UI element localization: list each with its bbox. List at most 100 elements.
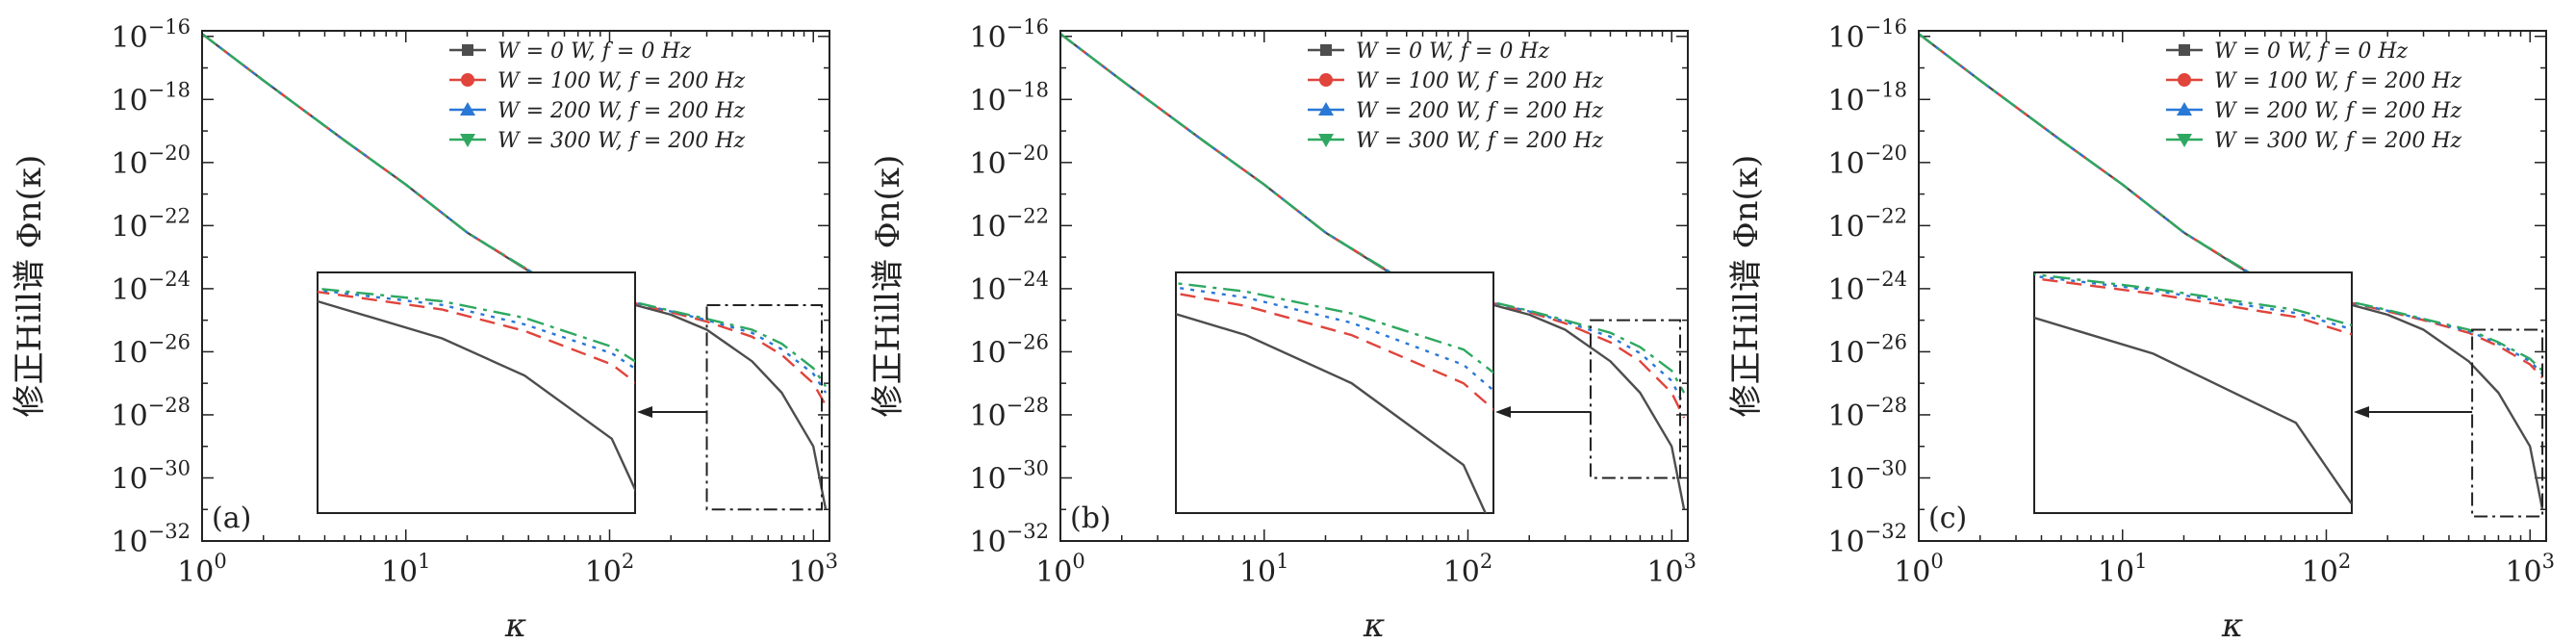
y-tick-label: 10−20 (1827, 142, 1907, 181)
legend-marker-square (2179, 44, 2190, 56)
y-tick-label: 10−28 (969, 394, 1049, 433)
inset-series-line-2 (318, 289, 635, 371)
inset-series-line-0 (2034, 316, 2352, 505)
y-tick-label: 10−26 (969, 330, 1049, 370)
y-tick-label: 10−18 (969, 78, 1049, 117)
inset-frame (2033, 271, 2353, 514)
x-tick-label: 100 (177, 550, 227, 589)
y-tick-label: 10−22 (111, 204, 191, 244)
inset-series-line-1 (1176, 292, 1493, 411)
panel-label: (b) (1070, 502, 1111, 535)
y-tick-label: 10−22 (969, 204, 1049, 244)
legend-entry-1: W = 100 W, f = 200 Hz (2214, 69, 2462, 93)
y-tick-label: 10−16 (111, 15, 191, 55)
chart-svg: 100 101 102 103 10−16 10−18 10−20 10−22 10−24 10−… (11, 15, 838, 644)
y-tick-label: 10−30 (1827, 456, 1907, 496)
x-tick-label: 103 (1646, 550, 1696, 589)
x-axis-label: κ (2221, 606, 2243, 644)
y-axis-label: 修正Hill谱 Φn(κ) (869, 155, 907, 418)
panel-label: (c) (1928, 502, 1967, 535)
zoom-box (2471, 328, 2544, 518)
y-tick-label: 10−24 (1827, 268, 1907, 307)
y-tick-label: 10−24 (969, 268, 1049, 307)
chart-panel-b: 100 101 102 103 10−16 10−18 10−20 10−22 10−24 10−… (858, 0, 1717, 644)
zoom-box (1589, 319, 1681, 479)
legend-entry-0: W = 0 W, f = 0 Hz (2214, 39, 2409, 64)
legend-entry-3: W = 300 W, f = 200 Hz (2214, 129, 2462, 153)
x-tick-label: 100 (1894, 550, 1944, 589)
legend-marker-triangle-down (1318, 134, 1334, 147)
x-tick-label: 103 (2505, 550, 2555, 589)
y-tick-label: 10−30 (111, 456, 191, 496)
legend-marker-circle (1319, 73, 1333, 87)
plot-frame (201, 30, 830, 542)
legend-marker-square (1320, 44, 1332, 56)
y-tick-label: 10−26 (1827, 330, 1907, 370)
x-axis-label: κ (1363, 606, 1385, 644)
x-tick-label: 101 (2098, 550, 2148, 589)
x-tick-label: 102 (1443, 550, 1493, 589)
y-tick-label: 10−32 (969, 520, 1049, 559)
inset-frame (1175, 271, 1494, 514)
x-tick-label: 102 (585, 550, 635, 589)
legend-marker-circle (461, 73, 474, 87)
y-tick-label: 10−28 (111, 394, 191, 433)
plot-frame (1918, 30, 2547, 542)
chart-svg: 100 101 102 103 10−16 10−18 10−20 10−22 10−24 10−… (869, 15, 1696, 644)
x-tick-label: 101 (1239, 550, 1289, 589)
plot-frame (1059, 30, 1689, 542)
y-axis-label: 修正Hill谱 Φn(κ) (11, 155, 49, 418)
y-tick-label: 10−24 (111, 268, 191, 307)
zoom-arrow-head (1495, 406, 1511, 418)
y-tick-label: 10−20 (969, 142, 1049, 181)
legend-entry-2: W = 200 W, f = 200 Hz (2214, 99, 2462, 123)
legend-entry-2: W = 200 W, f = 200 Hz (497, 99, 746, 123)
y-tick-label: 10−26 (111, 330, 191, 370)
legend-marker-circle (2178, 73, 2191, 87)
zoom-arrow-head (637, 406, 652, 418)
y-tick-label: 10−28 (1827, 394, 1907, 433)
legend-entry-3: W = 300 W, f = 200 Hz (1356, 129, 1604, 153)
legend-entry-0: W = 0 W, f = 0 Hz (497, 39, 692, 64)
y-tick-label: 10−16 (969, 15, 1049, 55)
y-axis-label: 修正Hill谱 Φn(κ) (1727, 155, 1766, 418)
x-tick-label: 100 (1035, 550, 1085, 589)
legend-entry-1: W = 100 W, f = 200 Hz (1356, 69, 1604, 93)
legend-entry-0: W = 0 W, f = 0 Hz (1356, 39, 1550, 64)
x-tick-label: 102 (2302, 550, 2352, 589)
chart-panel-a: 100 101 102 103 10−16 10−18 10−20 10−22 10−24 10−… (0, 0, 858, 644)
legend-marker-triangle-down (460, 134, 475, 147)
zoom-arrow-head (2354, 406, 2369, 418)
y-tick-label: 10−22 (1827, 204, 1907, 244)
legend-marker-triangle-up (1318, 102, 1334, 116)
inset-series-line-3 (318, 287, 635, 363)
chart-panel-c: 100 101 102 103 10−16 10−18 10−20 10−22 10−24 10−… (1717, 0, 2575, 644)
y-tick-label: 10−18 (1827, 78, 1907, 117)
x-tick-label: 103 (788, 550, 838, 589)
y-tick-label: 10−32 (111, 520, 191, 559)
y-tick-label: 10−32 (1827, 520, 1907, 559)
inset-series-line-0 (318, 299, 635, 493)
inset-series-line-3 (1176, 281, 1493, 374)
legend-marker-triangle-down (2177, 134, 2192, 147)
x-axis-label: κ (504, 606, 526, 644)
y-tick-label: 10−18 (111, 78, 191, 117)
zoom-box (705, 304, 823, 511)
legend-entry-1: W = 100 W, f = 200 Hz (497, 69, 746, 93)
x-tick-label: 101 (381, 550, 431, 589)
chart-svg: 100 101 102 103 10−16 10−18 10−20 10−22 10−24 10−… (1727, 15, 2555, 644)
legend-entry-2: W = 200 W, f = 200 Hz (1356, 99, 1604, 123)
inset-series-line-1 (318, 290, 635, 384)
y-tick-label: 10−20 (111, 142, 191, 181)
legend-entry-3: W = 300 W, f = 200 Hz (497, 129, 746, 153)
y-tick-label: 10−30 (969, 456, 1049, 496)
inset-frame (317, 271, 636, 514)
inset-series-line-2 (2034, 274, 2352, 331)
y-tick-label: 10−16 (1827, 15, 1907, 55)
legend-marker-square (462, 44, 473, 56)
legend-marker-triangle-up (460, 102, 475, 116)
panel-label: (a) (212, 502, 251, 535)
inset-series-line-2 (1176, 286, 1493, 393)
inset-series-line-0 (1176, 312, 1488, 513)
